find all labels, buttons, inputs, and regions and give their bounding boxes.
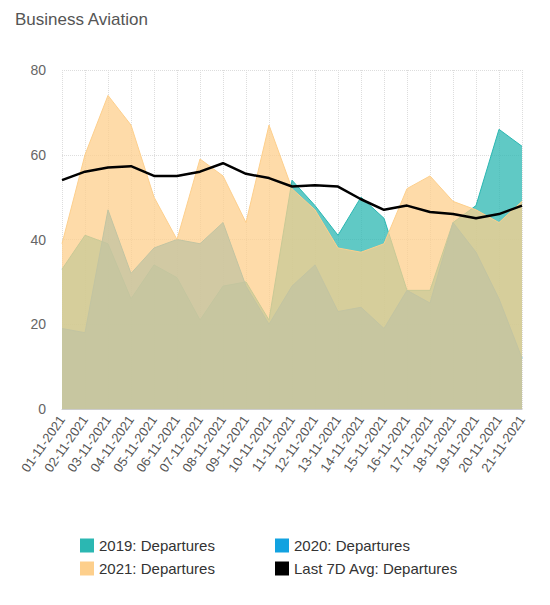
svg-text:07-11-2021: 07-11-2021 [156,412,207,475]
svg-text:05-11-2021: 05-11-2021 [110,412,161,475]
svg-text:80: 80 [30,62,46,78]
svg-text:09-11-2021: 09-11-2021 [202,412,253,475]
svg-text:12-11-2021: 12-11-2021 [271,412,322,475]
svg-text:0: 0 [38,401,46,417]
svg-text:01-11-2021: 01-11-2021 [18,412,69,475]
svg-text:2019: Departures: 2019: Departures [99,537,215,554]
svg-text:08-11-2021: 08-11-2021 [179,412,230,475]
svg-text:21-11-2021: 21-11-2021 [478,413,528,475]
svg-text:Business Aviation: Business Aviation [15,10,148,29]
svg-text:40: 40 [30,232,46,248]
svg-text:17-11-2021: 17-11-2021 [386,412,437,475]
svg-text:02-11-2021: 02-11-2021 [41,412,92,475]
svg-text:2020: Departures: 2020: Departures [294,537,410,554]
svg-text:Last 7D Avg: Departures: Last 7D Avg: Departures [294,560,457,577]
svg-text:60: 60 [30,147,46,163]
svg-text:10-11-2021: 10-11-2021 [225,412,276,475]
svg-text:20-11-2021: 20-11-2021 [455,412,506,475]
svg-text:14-11-2021: 14-11-2021 [317,412,368,475]
svg-text:18-11-2021: 18-11-2021 [409,412,460,475]
svg-text:20: 20 [30,316,46,332]
svg-text:15-11-2021: 15-11-2021 [340,412,391,475]
svg-text:16-11-2021: 16-11-2021 [363,412,414,475]
svg-text:03-11-2021: 03-11-2021 [64,412,115,475]
svg-text:04-11-2021: 04-11-2021 [87,412,138,475]
svg-text:11-11-2021: 11-11-2021 [248,412,299,475]
svg-text:06-11-2021: 06-11-2021 [133,412,184,475]
svg-text:19-11-2021: 19-11-2021 [432,412,483,475]
svg-text:2021: Departures: 2021: Departures [99,560,215,577]
svg-text:13-11-2021: 13-11-2021 [294,412,345,475]
